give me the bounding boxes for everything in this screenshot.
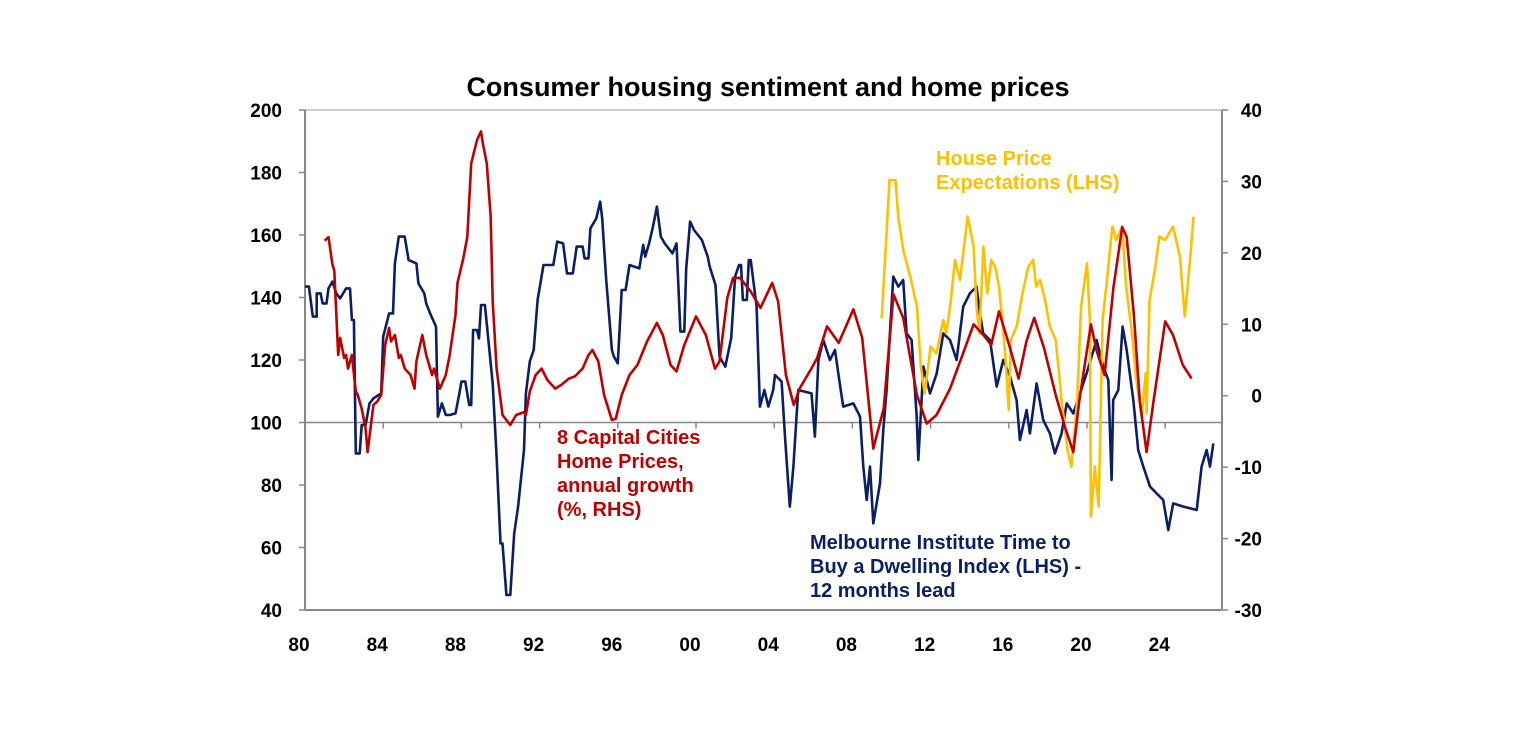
annotation-line: Expectations (LHS) [936,172,1120,194]
x-tick-label: 92 [523,635,544,656]
annotation-line: annual growth [557,475,694,497]
red-series-annotation: 8 Capital Cities Home Prices, annual gro… [557,426,700,522]
annotation-line: 8 Capital Cities [557,427,701,449]
x-tick-label: 16 [992,635,1013,656]
y-right-tick-label: -30 [1235,601,1262,622]
home-prices-growth-line [323,130,1193,454]
y-left-tick-label: 200 [250,101,282,122]
y-right-tick-label: 40 [1241,101,1262,122]
annotation-line: 12 months lead [810,580,956,602]
x-tick-label: 20 [1070,635,1091,656]
annotation-line: House Price [936,148,1052,170]
x-tick-label: 96 [601,635,622,656]
annotation-line: Melbourne Institute Time to [810,532,1071,554]
y-right-tick-label: 20 [1241,244,1262,265]
y-left-tick-label: 100 [250,414,282,435]
annotation-line: Buy a Dwelling Index (LHS) - [810,556,1082,578]
y-right-tick-label: 30 [1241,172,1262,193]
tick-labels: 80 84 88 92 96 00 04 08 12 16 20 242001801601401201… [250,101,1262,656]
series-lines [305,130,1215,597]
y-left-tick-label: 40 [261,601,282,622]
x-tick-label: 04 [758,635,780,656]
x-tick-label: 80 [288,635,309,656]
blue-series-annotation: Melbourne Institute Time to Buy a Dwelli… [810,531,1081,603]
house-price-expectations-line [880,178,1195,518]
annotation-line: Home Prices, [557,451,684,473]
y-left-tick-label: 60 [261,539,282,560]
x-tick-label: 24 [1149,635,1171,656]
axes [299,109,1228,611]
chart-title: Consumer housing sentiment and home pric… [466,72,1070,102]
y-left-tick-label: 80 [261,476,282,497]
y-right-tick-label: 0 [1251,387,1262,408]
yellow-series-annotation: House Price Expectations (LHS) [936,147,1119,195]
y-left-tick-label: 160 [250,226,282,247]
x-tick-label: 00 [679,635,700,656]
x-tick-label: 88 [445,635,466,656]
time-to-buy-index-line [305,200,1215,597]
annotation-line: (%, RHS) [557,499,642,521]
y-right-tick-label: -20 [1235,530,1262,551]
y-left-tick-label: 120 [250,351,282,372]
y-right-tick-label: 10 [1241,315,1262,336]
y-right-tick-label: -10 [1235,458,1262,479]
x-tick-label: 08 [836,635,857,656]
y-left-tick-label: 180 [250,164,282,185]
y-left-tick-label: 140 [250,289,282,310]
x-tick-label: 12 [914,635,935,656]
x-tick-label: 84 [367,635,389,656]
